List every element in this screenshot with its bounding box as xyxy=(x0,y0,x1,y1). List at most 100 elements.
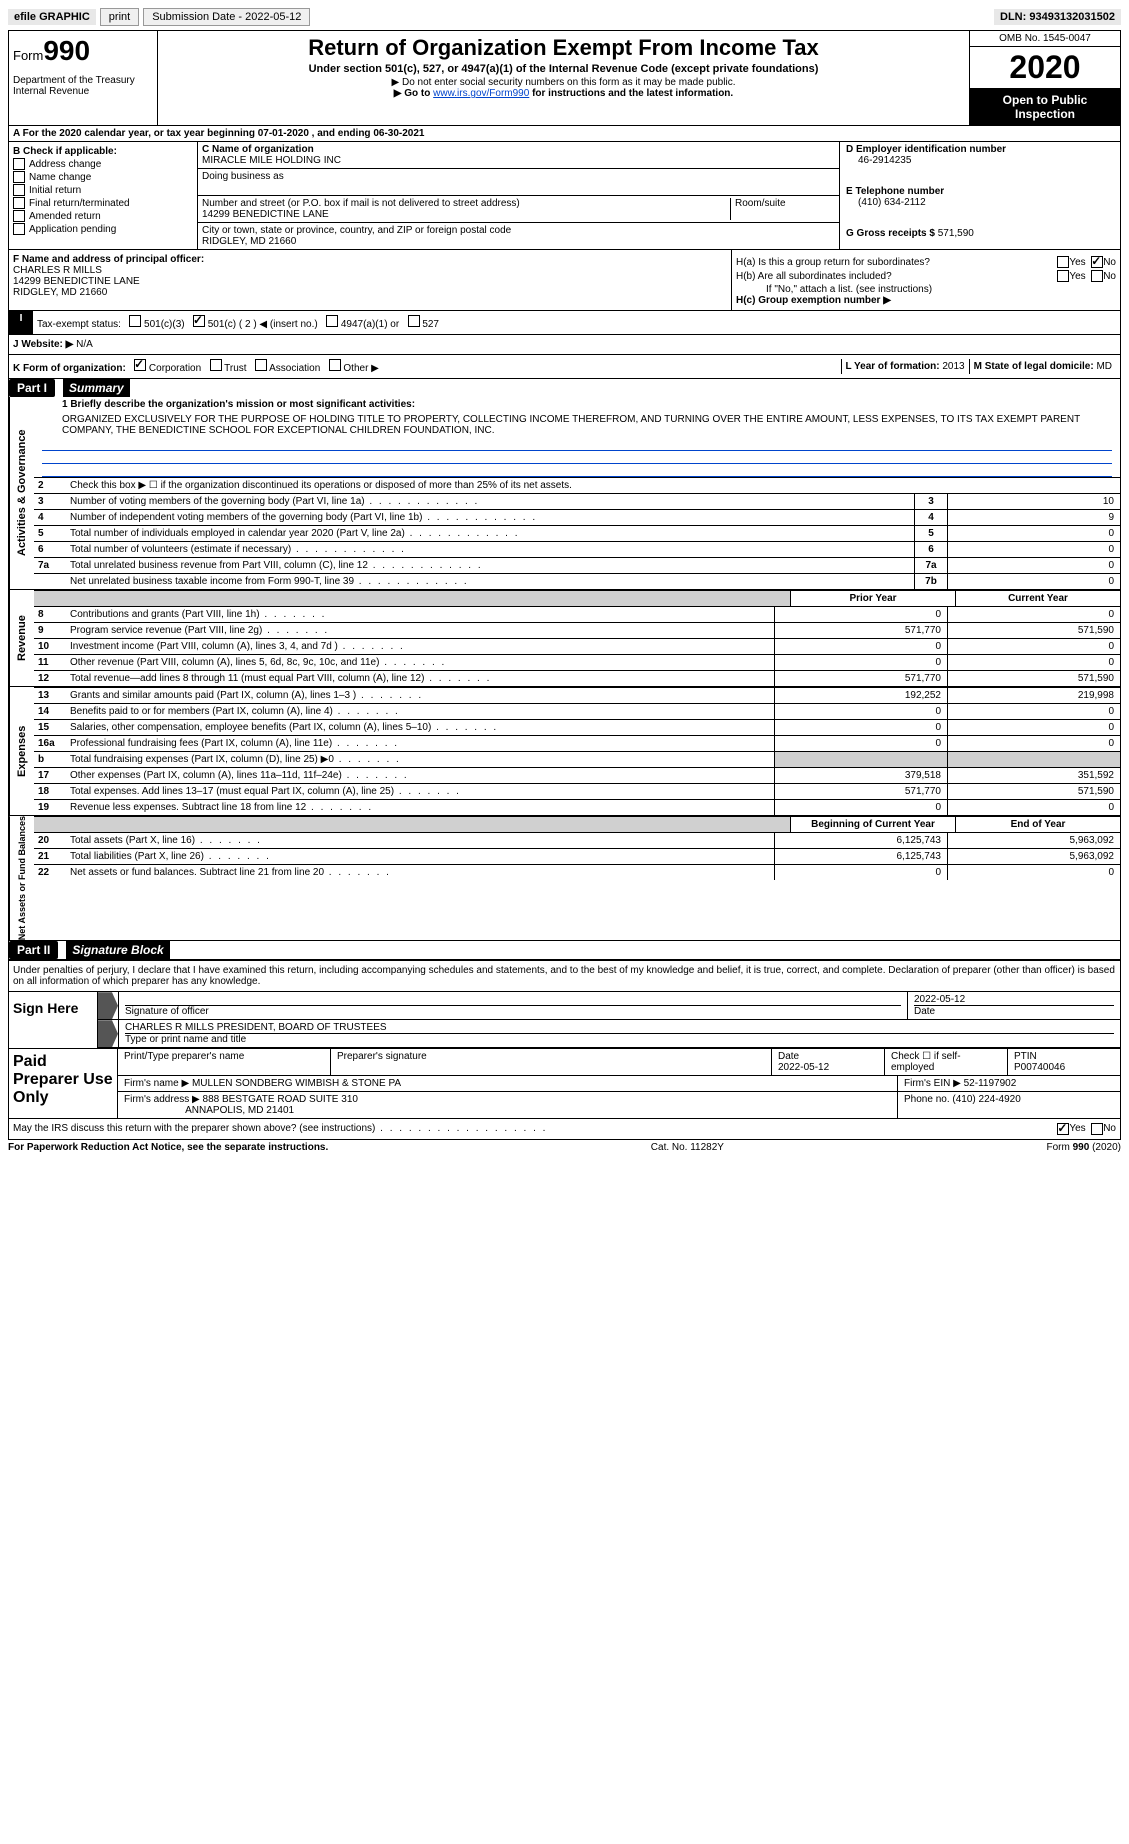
underline xyxy=(42,451,1112,464)
check-527[interactable] xyxy=(408,315,420,327)
check-501c[interactable] xyxy=(193,315,205,327)
section-k: K Form of organization: Corporation Trus… xyxy=(8,355,1121,379)
paperwork-notice: For Paperwork Reduction Act Notice, see … xyxy=(8,1142,328,1153)
arrow-icon xyxy=(98,1020,118,1047)
section-c: C Name of organization MIRACLE MILE HOLD… xyxy=(198,142,839,249)
summary-line: 21Total liabilities (Part X, line 26)6,1… xyxy=(34,848,1120,864)
ein-value: 46-2914235 xyxy=(846,155,1114,166)
section-j: J Website: ▶ N/A xyxy=(8,335,1121,355)
tax-year: 2020 xyxy=(970,47,1120,89)
header-left: Form990 Department of the Treasury Inter… xyxy=(9,31,158,125)
section-bcd: B Check if applicable: Address change Na… xyxy=(8,142,1121,250)
firm-addr2: ANNAPOLIS, MD 21401 xyxy=(185,1105,294,1116)
section-i-marker: I xyxy=(9,311,33,334)
check-self-employed[interactable]: Check ☐ if self-employed xyxy=(884,1049,1007,1075)
col-prior-year: Prior Year xyxy=(790,591,955,606)
hb-yes-check[interactable] xyxy=(1057,270,1069,282)
check-4947[interactable] xyxy=(326,315,338,327)
toolbar: efile GRAPHIC print Submission Date - 20… xyxy=(8,8,1121,26)
form-note2: ▶ Go to www.irs.gov/Form990 for instruct… xyxy=(166,88,961,99)
print-button[interactable]: print xyxy=(100,8,139,26)
efile-label: efile GRAPHIC xyxy=(8,9,96,25)
check-trust[interactable] xyxy=(210,359,222,371)
vert-netassets: Net Assets or Fund Balances xyxy=(9,816,34,940)
summary-line: Net unrelated business taxable income fr… xyxy=(34,573,1120,589)
section-lm: L Year of formation: 2013 M State of leg… xyxy=(841,359,1117,374)
type-label: Type or print name and title xyxy=(125,1033,1114,1045)
section-b: B Check if applicable: Address change Na… xyxy=(9,142,198,249)
vert-governance: Activities & Governance xyxy=(9,397,34,589)
check-application-pending[interactable]: Application pending xyxy=(13,223,193,235)
underline xyxy=(42,464,1112,477)
summary-line: 15Salaries, other compensation, employee… xyxy=(34,719,1120,735)
section-fh: F Name and address of principal officer:… xyxy=(8,250,1121,311)
city-row: City or town, state or province, country… xyxy=(198,223,839,249)
check-501c3[interactable] xyxy=(129,315,141,327)
firm-ein: 52-1197902 xyxy=(964,1078,1017,1089)
check-final-return[interactable]: Final return/terminated xyxy=(13,197,193,209)
hb-row: H(b) Are all subordinates included? Yes … xyxy=(736,270,1116,282)
mission-text: ORGANIZED EXCLUSIVELY FOR THE PURPOSE OF… xyxy=(34,412,1120,438)
ha-no-check[interactable] xyxy=(1091,256,1103,268)
paid-preparer-label: Paid Preparer Use Only xyxy=(9,1049,117,1118)
check-address-change[interactable]: Address change xyxy=(13,158,193,170)
firm-name: MULLEN SONDBERG WIMBISH & STONE PA xyxy=(192,1078,401,1089)
org-name-row: C Name of organization MIRACLE MILE HOLD… xyxy=(198,142,839,169)
sig-date: 2022-05-12 xyxy=(914,994,1114,1005)
col-begin-year: Beginning of Current Year xyxy=(790,817,955,832)
signature-block: Under penalties of perjury, I declare th… xyxy=(8,960,1121,1140)
gross-value: 571,590 xyxy=(938,228,974,239)
form-footer: Form 990 (2020) xyxy=(1047,1142,1121,1153)
footer: For Paperwork Reduction Act Notice, see … xyxy=(8,1140,1121,1155)
discuss-yes-check[interactable] xyxy=(1057,1123,1069,1135)
part-ii-title: Signature Block xyxy=(66,941,169,959)
header-mid: Return of Organization Exempt From Incom… xyxy=(158,31,969,125)
check-name-change[interactable]: Name change xyxy=(13,171,193,183)
section-h: H(a) Is this a group return for subordin… xyxy=(732,250,1120,310)
inspection-label: Open to Public Inspection xyxy=(970,89,1120,125)
discuss-label: May the IRS discuss this return with the… xyxy=(13,1123,1057,1135)
check-initial-return[interactable]: Initial return xyxy=(13,184,193,196)
summary-line: 18Total expenses. Add lines 13–17 (must … xyxy=(34,783,1120,799)
discuss-no-check[interactable] xyxy=(1091,1123,1103,1135)
ha-row: H(a) Is this a group return for subordin… xyxy=(736,256,1116,268)
officer-addr1: 14299 BENEDICTINE LANE xyxy=(13,276,727,287)
declaration-text: Under penalties of perjury, I declare th… xyxy=(9,961,1120,992)
omb-number: OMB No. 1545-0047 xyxy=(970,31,1120,47)
summary-line: 9Program service revenue (Part VIII, lin… xyxy=(34,622,1120,638)
firm-phone: (410) 224-4920 xyxy=(952,1094,1020,1105)
hb-no-check[interactable] xyxy=(1091,270,1103,282)
submission-button[interactable]: Submission Date - 2022-05-12 xyxy=(143,8,310,26)
officer-name-title: CHARLES R MILLS PRESIDENT, BOARD OF TRUS… xyxy=(125,1022,1114,1033)
summary-line: 11Other revenue (Part VIII, column (A), … xyxy=(34,654,1120,670)
section-d: D Employer identification number 46-2914… xyxy=(839,142,1120,249)
ptin-value: P00740046 xyxy=(1014,1062,1065,1073)
form-subtitle: Under section 501(c), 527, or 4947(a)(1)… xyxy=(166,63,961,75)
hb-note: If "No," attach a list. (see instruction… xyxy=(736,284,1116,295)
gross-row: G Gross receipts $ 571,590 xyxy=(840,226,1120,241)
sign-here-label: Sign Here xyxy=(9,992,98,1048)
ha-yes-check[interactable] xyxy=(1057,256,1069,268)
dln-label: DLN: 93493132031502 xyxy=(994,9,1121,25)
section-i: I Tax-exempt status: 501(c)(3) 501(c) ( … xyxy=(8,311,1121,335)
prep-sig-label: Preparer's signature xyxy=(330,1049,771,1075)
part-i-title: Summary xyxy=(63,379,130,397)
summary-line: 4Number of independent voting members of… xyxy=(34,509,1120,525)
form-title: Return of Organization Exempt From Incom… xyxy=(166,35,961,61)
line-1-label: 1 Briefly describe the organization's mi… xyxy=(34,397,1120,412)
summary-line: 17Other expenses (Part IX, column (A), l… xyxy=(34,767,1120,783)
org-city: RIDGLEY, MD 21660 xyxy=(202,236,835,247)
summary-line: 20Total assets (Part X, line 16)6,125,74… xyxy=(34,832,1120,848)
check-corporation[interactable] xyxy=(134,359,146,371)
check-other[interactable] xyxy=(329,359,341,371)
col-end-year: End of Year xyxy=(955,817,1120,832)
check-amended[interactable]: Amended return xyxy=(13,210,193,222)
org-name: MIRACLE MILE HOLDING INC xyxy=(202,155,835,166)
website-value: N/A xyxy=(76,339,93,350)
dept-label: Department of the Treasury Internal Reve… xyxy=(13,75,153,97)
summary-line: 6Total number of volunteers (estimate if… xyxy=(34,541,1120,557)
summary-line: 2Check this box ▶ ☐ if the organization … xyxy=(34,477,1120,493)
summary-line: 13Grants and similar amounts paid (Part … xyxy=(34,687,1120,703)
check-association[interactable] xyxy=(255,359,267,371)
irs-link[interactable]: www.irs.gov/Form990 xyxy=(433,88,529,99)
